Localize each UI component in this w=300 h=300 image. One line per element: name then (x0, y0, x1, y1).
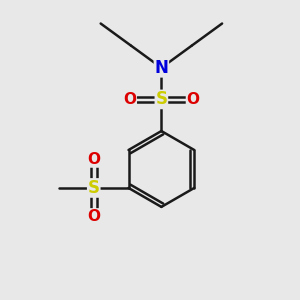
Text: S: S (88, 179, 100, 197)
Text: O: O (87, 152, 100, 167)
Text: O: O (87, 209, 100, 224)
Text: S: S (155, 90, 167, 108)
Text: N: N (154, 59, 168, 77)
Text: O: O (123, 92, 136, 107)
Text: O: O (187, 92, 200, 107)
